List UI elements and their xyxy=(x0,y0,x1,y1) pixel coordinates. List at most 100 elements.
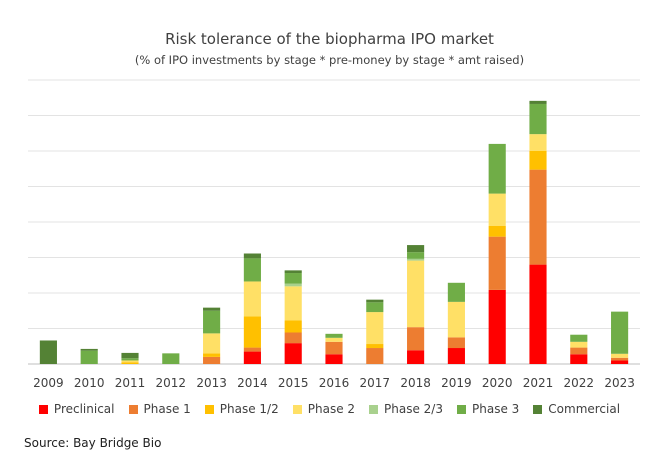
x-tick-label: 2021 xyxy=(523,376,554,390)
bar-segment xyxy=(447,282,465,302)
legend-item: Phase 2/3 xyxy=(369,402,443,416)
legend-swatch xyxy=(369,404,379,414)
bar-segment xyxy=(366,312,384,345)
x-tick-label: 2015 xyxy=(278,376,309,390)
bar-segment xyxy=(284,343,302,364)
legend-item: Phase 1/2 xyxy=(204,402,279,416)
bar-segment xyxy=(203,333,221,354)
bar-segment xyxy=(447,301,465,338)
x-tick-label: 2009 xyxy=(33,376,64,390)
bar-segment xyxy=(325,341,343,355)
plot-area: 2009 2010 2011 2012 2013 2014 2015 2016 2017 2018… xyxy=(28,79,640,390)
bar-segment xyxy=(611,311,629,354)
legend-item: Commercial xyxy=(533,402,620,416)
x-tick-label: 2014 xyxy=(237,376,268,390)
bar-segment xyxy=(529,134,547,151)
bar-segment xyxy=(366,299,384,303)
bar-segment xyxy=(203,356,221,364)
bar-segment xyxy=(611,357,629,361)
legend-item: Phase 2 xyxy=(292,402,356,416)
bar-segment xyxy=(407,258,425,261)
bar-segment xyxy=(243,351,261,364)
x-tick-label: 2016 xyxy=(319,376,350,390)
bar-segment xyxy=(80,348,98,351)
legend-label: Phase 1 xyxy=(143,402,191,416)
legend-swatch xyxy=(128,404,138,414)
legend-swatch xyxy=(204,404,214,414)
bar-segment xyxy=(407,350,425,364)
bar-segment xyxy=(570,334,588,342)
bar-segment xyxy=(243,281,261,317)
legend-item: Phase 1 xyxy=(128,402,191,416)
bar-segment xyxy=(366,344,384,349)
bar-segment xyxy=(529,169,547,265)
bar-segment xyxy=(529,151,547,170)
x-tick-label: 2010 xyxy=(74,376,105,390)
x-tick-label: 2013 xyxy=(196,376,227,390)
bar-segment xyxy=(121,360,139,363)
bar-segment xyxy=(121,352,139,359)
bar-segment xyxy=(366,302,384,313)
legend-label: Phase 1/2 xyxy=(219,402,279,416)
legend-swatch xyxy=(457,404,466,414)
bar-segment xyxy=(203,310,221,334)
x-tick-label: 2012 xyxy=(156,376,187,390)
bar-segment xyxy=(39,340,57,364)
x-tick-label: 2019 xyxy=(441,376,472,390)
legend: Preclinical Phase 1 Phase 1/2 Phase 2 Phase … xyxy=(0,402,659,416)
x-tick-label: 2017 xyxy=(360,376,391,390)
legend-label: Commercial xyxy=(548,402,621,416)
bar-segment xyxy=(325,337,343,342)
bar-segment xyxy=(243,258,261,282)
legend-label: Preclinical xyxy=(53,402,115,416)
bar-segment xyxy=(488,289,506,364)
bar-segment xyxy=(611,360,629,364)
source-note: Source: Bay Bridge Bio xyxy=(24,436,162,450)
chart-title: Risk tolerance of the biopharma IPO mark… xyxy=(165,30,494,48)
bar-segment xyxy=(407,260,425,328)
bar-segment xyxy=(407,252,425,259)
bar-segment xyxy=(284,320,302,333)
bar-segment xyxy=(529,103,547,135)
bar-segment xyxy=(121,358,139,361)
bar-segment xyxy=(447,348,465,364)
legend-label: Phase 2 xyxy=(307,402,356,416)
bar-segment xyxy=(284,270,302,274)
bar-segment xyxy=(366,348,384,364)
bar-segment xyxy=(488,225,506,237)
bar-segment xyxy=(488,236,506,290)
bar-segment xyxy=(243,347,261,352)
bar-segment xyxy=(203,307,221,311)
bar-segment xyxy=(529,100,547,104)
bar-segment xyxy=(284,286,302,321)
bars xyxy=(39,100,629,364)
bar-segment xyxy=(162,353,180,364)
x-tick-labels: 2009 2010 2011 2012 2013 2014 2015 2016 2017 2018… xyxy=(33,376,635,390)
bar-segment xyxy=(447,337,465,349)
chart-subtitle: (% of IPO investments by stage * pre-mon… xyxy=(134,53,525,67)
bar-segment xyxy=(284,332,302,344)
legend-swatch xyxy=(38,404,48,414)
x-tick-label: 2023 xyxy=(604,376,635,390)
x-tick-label: 2020 xyxy=(482,376,513,390)
bar-segment xyxy=(611,353,629,358)
bar-segment xyxy=(121,362,139,364)
bar-segment xyxy=(243,316,261,348)
gridlines xyxy=(28,79,640,365)
legend-item: Phase 3 xyxy=(457,402,519,416)
bar-segment xyxy=(325,354,343,364)
bar-segment xyxy=(203,353,221,357)
bar-segment xyxy=(570,341,588,348)
legend-label: Phase 3 xyxy=(472,402,520,416)
bar-segment xyxy=(407,245,425,253)
x-tick-label: 2018 xyxy=(400,376,431,390)
bar-segment xyxy=(407,327,425,351)
legend-swatch xyxy=(292,404,302,414)
x-tick-label: 2022 xyxy=(564,376,595,390)
bar-segment xyxy=(325,333,343,338)
bar-segment xyxy=(529,264,547,364)
x-tick-label: 2011 xyxy=(115,376,146,390)
legend-swatch xyxy=(533,404,543,414)
bar-segment xyxy=(488,193,506,226)
